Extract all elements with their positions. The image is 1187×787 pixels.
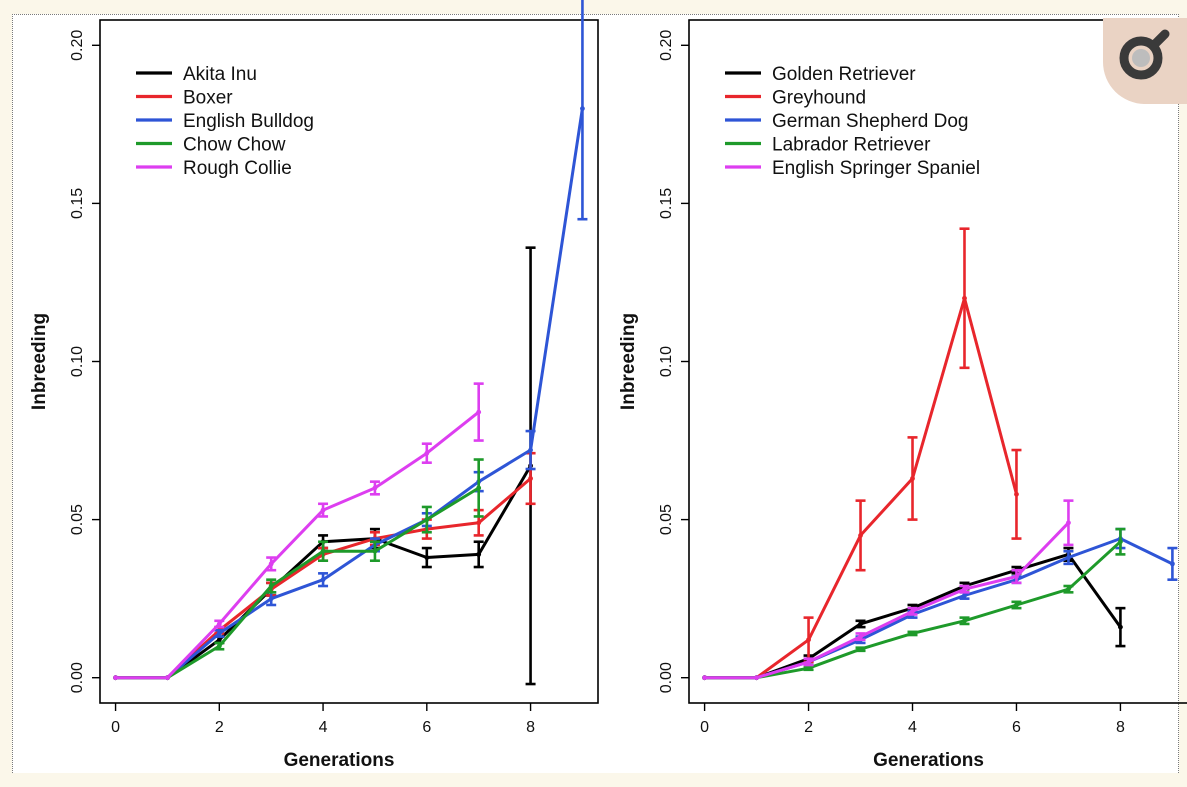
data-point	[1014, 491, 1019, 497]
y-tick-label: 0.20	[658, 30, 675, 61]
data-point	[910, 476, 915, 481]
x-tick-label: 0	[700, 719, 709, 736]
y-axis-title: Inbreeding	[618, 313, 639, 410]
data-point	[1066, 520, 1071, 526]
y-tick-label: 0.00	[69, 662, 86, 693]
data-point	[858, 621, 863, 627]
data-point	[962, 586, 967, 592]
data-point	[858, 646, 863, 652]
legend-label: Labrador Retriever	[772, 135, 931, 156]
y-tick-label: 0.10	[658, 346, 675, 377]
data-point	[528, 476, 533, 481]
data-point	[320, 548, 326, 554]
data-point	[528, 447, 533, 453]
legend-label: Akita Inu	[183, 64, 257, 85]
data-point	[1170, 561, 1175, 567]
data-point	[910, 608, 915, 614]
series-line-0	[115, 465, 532, 680]
x-tick-label: 4	[908, 719, 917, 736]
data-point	[1014, 574, 1019, 579]
plot-area-0	[99, 19, 599, 704]
y-tick-label: 0.10	[69, 346, 86, 377]
data-point	[268, 596, 274, 602]
data-point	[268, 583, 274, 589]
data-point	[372, 548, 378, 554]
data-point	[216, 621, 222, 627]
y-axis-title: Inbreeding	[29, 313, 50, 410]
x-tick-label: 8	[526, 719, 535, 736]
data-point	[476, 409, 482, 415]
legend-label: German Shepherd Dog	[772, 111, 968, 132]
data-point	[1066, 586, 1071, 592]
y-tick-label: 0.05	[69, 504, 86, 535]
x-tick-label: 0	[111, 719, 120, 736]
data-point	[702, 675, 707, 681]
legend-label: Greyhound	[772, 88, 866, 109]
data-point	[1014, 602, 1019, 608]
data-point	[268, 561, 274, 567]
y-tick-label: 0.00	[658, 662, 675, 693]
data-point	[424, 555, 430, 560]
data-point	[476, 551, 482, 557]
data-point	[320, 577, 326, 583]
figure-frame	[12, 14, 1179, 773]
data-point	[754, 675, 759, 681]
legend-label: Chow Chow	[183, 135, 286, 156]
x-axis-title: Generations	[873, 750, 984, 771]
data-point	[580, 106, 585, 111]
data-point	[962, 593, 967, 598]
data-point	[216, 637, 222, 643]
series-line-4	[115, 410, 480, 680]
legend-label: Golden Retriever	[772, 64, 916, 85]
data-point	[320, 507, 326, 513]
legend-label: English Bulldog	[183, 111, 314, 132]
legend-label: English Springer Spaniel	[772, 158, 980, 179]
data-point	[962, 295, 967, 301]
data-point	[165, 675, 170, 681]
data-point	[1118, 539, 1123, 545]
data-point	[858, 533, 863, 538]
y-tick-label: 0.15	[69, 188, 86, 219]
magnifier-badge[interactable]	[1103, 18, 1187, 104]
data-point	[424, 450, 430, 456]
series-line-4	[704, 521, 1070, 680]
x-tick-label: 8	[1116, 719, 1125, 736]
data-point	[216, 631, 222, 636]
x-tick-label: 2	[215, 719, 224, 736]
data-point	[910, 631, 915, 636]
data-point	[372, 485, 378, 491]
data-point	[424, 517, 430, 523]
legend-label: Boxer	[183, 88, 233, 109]
x-tick-label: 4	[319, 719, 328, 736]
data-point	[1066, 555, 1071, 560]
data-point	[216, 643, 222, 649]
series-line-2	[115, 108, 584, 680]
legend-label: Rough Collie	[183, 158, 292, 179]
y-tick-label: 0.05	[658, 504, 675, 535]
data-point	[113, 675, 118, 681]
x-tick-label: 2	[804, 719, 813, 736]
data-point	[806, 637, 811, 643]
x-tick-label: 6	[422, 719, 431, 736]
data-point	[962, 618, 967, 624]
x-tick-label: 6	[1012, 719, 1021, 736]
series-line-3	[115, 486, 480, 680]
data-point	[476, 520, 482, 526]
data-point	[806, 665, 811, 671]
y-tick-label: 0.20	[69, 30, 86, 61]
data-point	[1118, 624, 1123, 630]
x-axis-title: Generations	[284, 750, 395, 771]
data-point	[858, 634, 863, 639]
y-tick-label: 0.15	[658, 188, 675, 219]
magnifier-icon	[1119, 29, 1170, 80]
data-point	[476, 485, 482, 491]
data-point	[806, 659, 811, 665]
